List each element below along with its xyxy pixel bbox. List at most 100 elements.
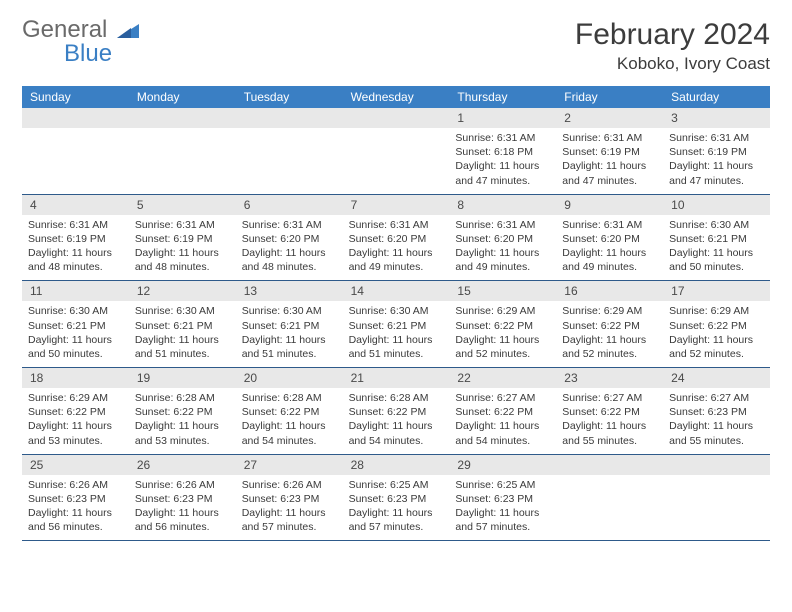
day-cell: 28Sunrise: 6:25 AMSunset: 6:23 PMDayligh… [343,455,450,541]
day-number: 15 [449,281,556,301]
day-number: 17 [663,281,770,301]
day-number: 2 [556,108,663,128]
weekday-header: Monday [129,86,236,108]
day-number-empty [22,108,129,128]
day-number: 4 [22,195,129,215]
day-cell: 10Sunrise: 6:30 AMSunset: 6:21 PMDayligh… [663,195,770,281]
week-row: 1Sunrise: 6:31 AMSunset: 6:18 PMDaylight… [22,108,770,195]
day-info: Sunrise: 6:30 AMSunset: 6:21 PMDaylight:… [343,301,450,367]
day-number: 16 [556,281,663,301]
day-cell: 27Sunrise: 6:26 AMSunset: 6:23 PMDayligh… [236,455,343,541]
day-info: Sunrise: 6:27 AMSunset: 6:22 PMDaylight:… [556,388,663,454]
day-info: Sunrise: 6:31 AMSunset: 6:20 PMDaylight:… [236,215,343,281]
week-row: 4Sunrise: 6:31 AMSunset: 6:19 PMDaylight… [22,195,770,282]
day-number: 23 [556,368,663,388]
day-info: Sunrise: 6:27 AMSunset: 6:22 PMDaylight:… [449,388,556,454]
day-number: 9 [556,195,663,215]
logo-text-blue: Blue [64,40,112,67]
day-info: Sunrise: 6:31 AMSunset: 6:20 PMDaylight:… [556,215,663,281]
day-number: 8 [449,195,556,215]
weekday-header: Saturday [663,86,770,108]
day-number: 3 [663,108,770,128]
day-cell [236,108,343,194]
day-info: Sunrise: 6:29 AMSunset: 6:22 PMDaylight:… [449,301,556,367]
header: General Blue February 2024 Koboko, Ivory… [22,18,770,74]
day-info: Sunrise: 6:30 AMSunset: 6:21 PMDaylight:… [22,301,129,367]
day-cell: 20Sunrise: 6:28 AMSunset: 6:22 PMDayligh… [236,368,343,454]
day-cell: 13Sunrise: 6:30 AMSunset: 6:21 PMDayligh… [236,281,343,367]
day-cell: 19Sunrise: 6:28 AMSunset: 6:22 PMDayligh… [129,368,236,454]
day-number: 25 [22,455,129,475]
day-cell: 22Sunrise: 6:27 AMSunset: 6:22 PMDayligh… [449,368,556,454]
day-cell: 24Sunrise: 6:27 AMSunset: 6:23 PMDayligh… [663,368,770,454]
day-info: Sunrise: 6:30 AMSunset: 6:21 PMDaylight:… [236,301,343,367]
day-number: 7 [343,195,450,215]
day-number-empty [663,455,770,475]
day-cell: 17Sunrise: 6:29 AMSunset: 6:22 PMDayligh… [663,281,770,367]
day-cell: 21Sunrise: 6:28 AMSunset: 6:22 PMDayligh… [343,368,450,454]
day-cell: 11Sunrise: 6:30 AMSunset: 6:21 PMDayligh… [22,281,129,367]
day-info: Sunrise: 6:31 AMSunset: 6:20 PMDaylight:… [449,215,556,281]
day-number: 29 [449,455,556,475]
day-cell: 3Sunrise: 6:31 AMSunset: 6:19 PMDaylight… [663,108,770,194]
day-number: 26 [129,455,236,475]
weekday-header-row: SundayMondayTuesdayWednesdayThursdayFrid… [22,86,770,108]
day-number-empty [236,108,343,128]
weekday-header: Friday [556,86,663,108]
week-row: 11Sunrise: 6:30 AMSunset: 6:21 PMDayligh… [22,281,770,368]
logo: General Blue [22,18,143,66]
day-number: 27 [236,455,343,475]
logo-text-general: General [22,16,107,43]
day-info: Sunrise: 6:30 AMSunset: 6:21 PMDaylight:… [129,301,236,367]
title-block: February 2024 Koboko, Ivory Coast [575,18,770,74]
day-cell: 8Sunrise: 6:31 AMSunset: 6:20 PMDaylight… [449,195,556,281]
day-cell: 26Sunrise: 6:26 AMSunset: 6:23 PMDayligh… [129,455,236,541]
day-cell: 2Sunrise: 6:31 AMSunset: 6:19 PMDaylight… [556,108,663,194]
day-info: Sunrise: 6:31 AMSunset: 6:19 PMDaylight:… [556,128,663,194]
weekday-header: Sunday [22,86,129,108]
day-cell: 23Sunrise: 6:27 AMSunset: 6:22 PMDayligh… [556,368,663,454]
day-info: Sunrise: 6:28 AMSunset: 6:22 PMDaylight:… [129,388,236,454]
day-number-empty [556,455,663,475]
day-cell [22,108,129,194]
day-info: Sunrise: 6:26 AMSunset: 6:23 PMDaylight:… [236,475,343,541]
day-number: 28 [343,455,450,475]
day-number: 18 [22,368,129,388]
week-row: 18Sunrise: 6:29 AMSunset: 6:22 PMDayligh… [22,368,770,455]
day-cell [129,108,236,194]
day-info: Sunrise: 6:25 AMSunset: 6:23 PMDaylight:… [449,475,556,541]
day-info: Sunrise: 6:28 AMSunset: 6:22 PMDaylight:… [236,388,343,454]
day-number: 21 [343,368,450,388]
day-info: Sunrise: 6:29 AMSunset: 6:22 PMDaylight:… [556,301,663,367]
day-info: Sunrise: 6:31 AMSunset: 6:19 PMDaylight:… [129,215,236,281]
day-number: 12 [129,281,236,301]
day-cell [556,455,663,541]
day-info: Sunrise: 6:31 AMSunset: 6:18 PMDaylight:… [449,128,556,194]
day-cell: 18Sunrise: 6:29 AMSunset: 6:22 PMDayligh… [22,368,129,454]
day-info: Sunrise: 6:31 AMSunset: 6:19 PMDaylight:… [663,128,770,194]
day-cell: 25Sunrise: 6:26 AMSunset: 6:23 PMDayligh… [22,455,129,541]
day-cell: 1Sunrise: 6:31 AMSunset: 6:18 PMDaylight… [449,108,556,194]
day-cell: 29Sunrise: 6:25 AMSunset: 6:23 PMDayligh… [449,455,556,541]
day-cell: 5Sunrise: 6:31 AMSunset: 6:19 PMDaylight… [129,195,236,281]
weekday-header: Thursday [449,86,556,108]
week-row: 25Sunrise: 6:26 AMSunset: 6:23 PMDayligh… [22,455,770,542]
day-info: Sunrise: 6:29 AMSunset: 6:22 PMDaylight:… [22,388,129,454]
day-info: Sunrise: 6:27 AMSunset: 6:23 PMDaylight:… [663,388,770,454]
day-cell: 14Sunrise: 6:30 AMSunset: 6:21 PMDayligh… [343,281,450,367]
day-number-empty [129,108,236,128]
weekday-header: Tuesday [236,86,343,108]
day-cell: 12Sunrise: 6:30 AMSunset: 6:21 PMDayligh… [129,281,236,367]
month-title: February 2024 [575,18,770,52]
day-number: 11 [22,281,129,301]
day-cell [663,455,770,541]
day-info: Sunrise: 6:26 AMSunset: 6:23 PMDaylight:… [129,475,236,541]
day-number: 22 [449,368,556,388]
location: Koboko, Ivory Coast [575,54,770,74]
day-info: Sunrise: 6:28 AMSunset: 6:22 PMDaylight:… [343,388,450,454]
day-number: 5 [129,195,236,215]
day-info: Sunrise: 6:31 AMSunset: 6:20 PMDaylight:… [343,215,450,281]
day-info: Sunrise: 6:30 AMSunset: 6:21 PMDaylight:… [663,215,770,281]
day-cell: 7Sunrise: 6:31 AMSunset: 6:20 PMDaylight… [343,195,450,281]
calendar: SundayMondayTuesdayWednesdayThursdayFrid… [22,86,770,541]
